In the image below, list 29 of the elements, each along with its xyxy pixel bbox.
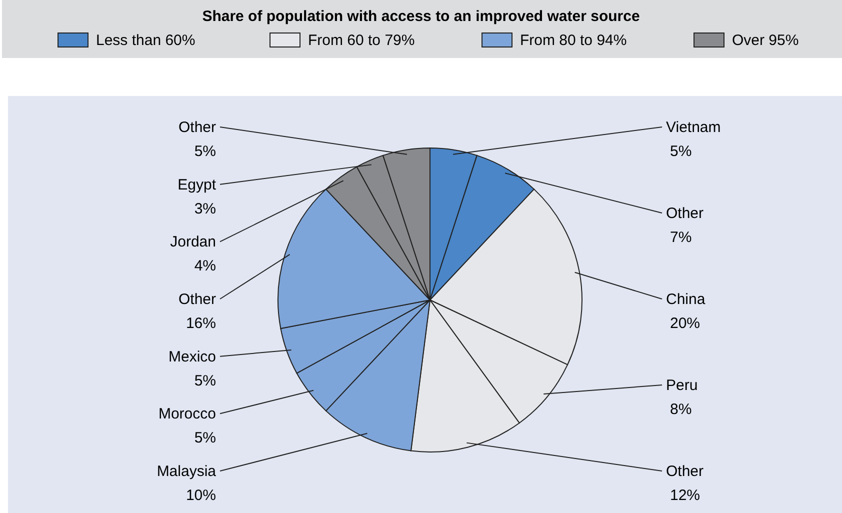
- slice-label: Other: [666, 205, 704, 222]
- text: Over 95%: [732, 32, 799, 49]
- slice-label: Egypt: [178, 176, 217, 194]
- data-label: 16%: [186, 315, 216, 332]
- data-label: 3%: [194, 200, 216, 218]
- text: From 60 to 79%: [308, 32, 415, 49]
- slice-label: Jordan: [170, 234, 216, 251]
- data-label: 4%: [194, 258, 216, 275]
- slice-label: Peru: [666, 377, 698, 394]
- slice-label: Mexico: [168, 348, 216, 366]
- data-label: 5%: [194, 372, 216, 390]
- data-label: 8%: [670, 401, 692, 418]
- text: From 80 to 94%: [520, 32, 627, 49]
- slice-label: Other: [178, 119, 216, 136]
- data-label: 10%: [186, 487, 216, 504]
- data-label: 20%: [670, 315, 700, 332]
- text: Less than 60%: [96, 32, 196, 49]
- slice-label: Vietnam: [666, 119, 721, 136]
- slice-label: Other: [178, 291, 216, 308]
- data-label: 5%: [670, 143, 692, 160]
- data-label: 12%: [670, 487, 700, 504]
- data-label: 7%: [670, 229, 692, 246]
- slice-label: China: [666, 291, 706, 308]
- slice-label: Malaysia: [156, 463, 217, 480]
- slice-label: Morocco: [158, 406, 216, 423]
- legend-title: Share of population with access to an improved water source: [202, 8, 640, 25]
- data-label: 5%: [194, 430, 216, 447]
- slice-label: Other: [666, 463, 704, 480]
- data-label: 5%: [194, 143, 216, 160]
